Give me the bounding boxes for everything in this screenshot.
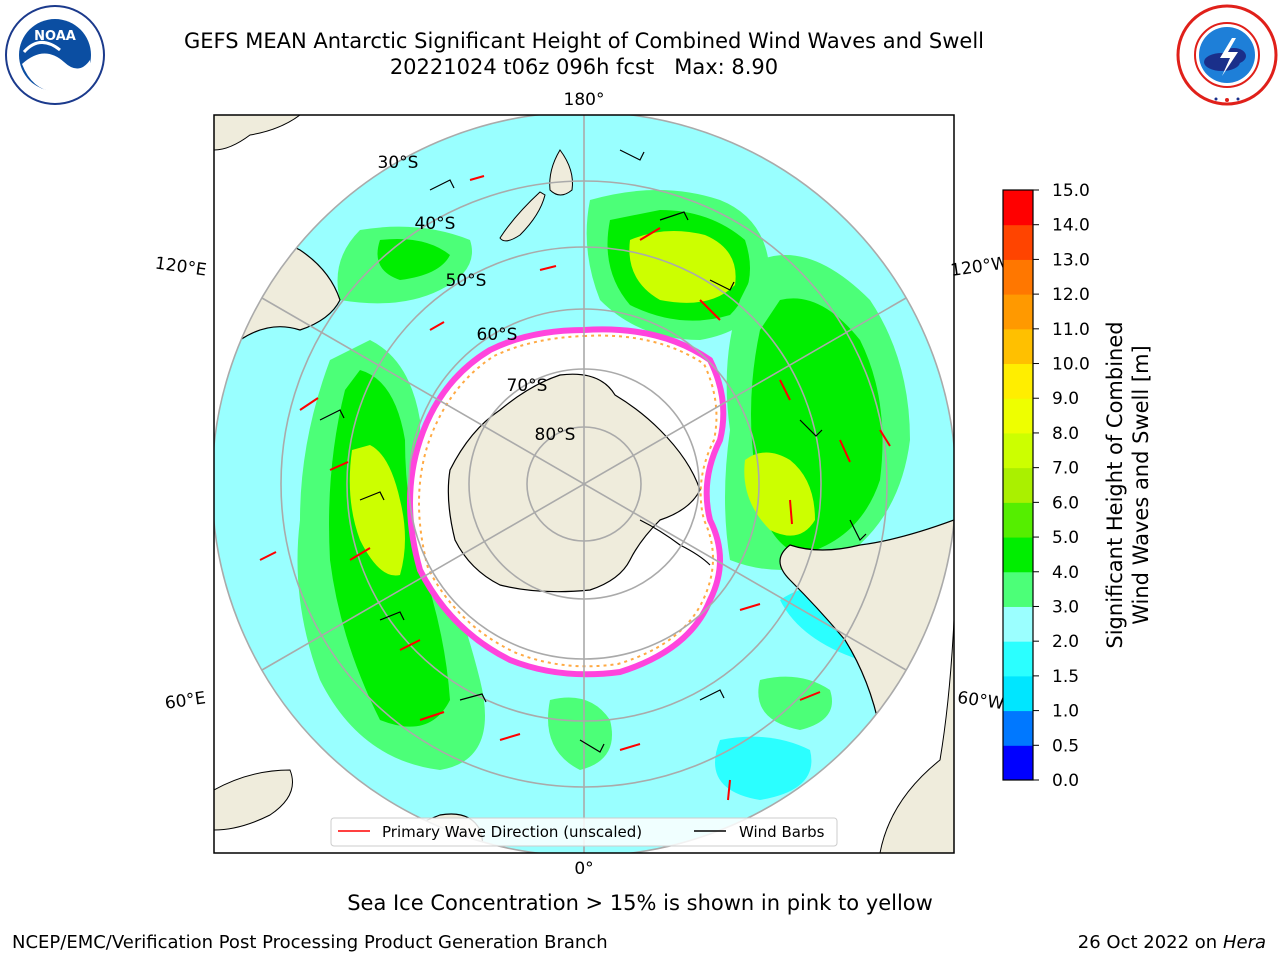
- colorbar-tick-label: 8.0: [1052, 424, 1079, 444]
- footer-date-text: 26 Oct 2022 on: [1077, 932, 1223, 953]
- new-zealand-south: [499, 191, 546, 242]
- colorbar-tick-label: 9.0: [1052, 389, 1079, 409]
- waves-band-indian-core: [377, 239, 450, 280]
- waves-band-south: [548, 697, 612, 770]
- lon-label-120w: 120°W: [949, 253, 1009, 281]
- lat-label-30s: 30°S: [378, 153, 419, 173]
- colorbar-tick-label: 4.0: [1052, 563, 1079, 583]
- noaa-logo: NOAA: [5, 5, 105, 105]
- noaa-logo-text: NOAA: [34, 29, 76, 44]
- lon-label-60e: 60°E: [164, 688, 207, 713]
- lon-label-120e: 120°E: [154, 254, 208, 281]
- colorbar-swatch: [1003, 502, 1033, 538]
- colorbar-swatch: [1003, 190, 1033, 226]
- legend-wind-barbs: Wind Barbs: [739, 823, 825, 841]
- antarctic-peninsula: [639, 519, 711, 566]
- lat-label-70s: 70°S: [507, 376, 548, 396]
- colorbar-tick-label: 6.0: [1052, 493, 1079, 513]
- colorbar-swatch: [1003, 675, 1033, 712]
- colorbar-swatch: [1003, 363, 1033, 399]
- colorbar-frame: [1002, 189, 1034, 781]
- colorbar-tick-label: 13.0: [1052, 250, 1090, 270]
- waves-peak-pacific: [629, 231, 736, 303]
- footer-host: Hera: [1222, 932, 1266, 953]
- waves-band-southeast: [758, 676, 832, 730]
- colorbar-tick-label: 12.0: [1052, 285, 1090, 305]
- lon-label-0: 0°: [574, 859, 593, 879]
- colorbar-tick-label: 10.0: [1052, 355, 1090, 375]
- footer-credit: NCEP/EMC/Verification Post Processing Pr…: [12, 932, 608, 953]
- lat-label-60s: 60°S: [477, 325, 518, 345]
- colorbar-swatch: [1003, 571, 1033, 607]
- colorbar-swatch: [1003, 294, 1033, 330]
- footer-date: 26 Oct 2022 on Hera: [1078, 932, 1266, 953]
- colorbar-tick-label: 14.0: [1052, 216, 1090, 236]
- colorbar-tick-label: 0.5: [1052, 736, 1079, 756]
- colorbar: [1002, 189, 1034, 781]
- title-line-1: GEFS MEAN Antarctic Significant Height o…: [183, 29, 985, 53]
- lon-label-60w: 60°W: [956, 688, 1005, 714]
- legend-wave-direction: Primary Wave Direction (unscaled): [382, 823, 642, 841]
- sea-ice-caption: Sea Ice Concentration > 15% is shown in …: [347, 891, 933, 915]
- corner-land-nw: [214, 115, 301, 151]
- colorbar-swatch: [1003, 328, 1033, 365]
- title-line-2: 20221024 t06z 096h fcst Max: 8.90: [389, 55, 779, 79]
- waves-low-southeast: [715, 736, 812, 800]
- antarctica: [447, 373, 701, 593]
- lat-label-80s: 80°S: [535, 425, 576, 445]
- colorbar-swatch: [1003, 710, 1033, 746]
- lon-label-180: 180°: [564, 90, 605, 110]
- sea-ice-edge: [407, 326, 727, 678]
- colorbar-swatch: [1003, 641, 1033, 677]
- colorbar-tick-label: 3.0: [1052, 597, 1079, 617]
- waves-peak-east-pacific: [744, 452, 815, 536]
- colorbar-swatch: [1003, 467, 1033, 503]
- colorbar-tick-label: 11.0: [1052, 320, 1090, 340]
- map-frame: [213, 114, 955, 854]
- colorbar-tick-label: 1.0: [1052, 702, 1079, 722]
- wave-arrows: [259, 175, 891, 801]
- colorbar-tick-label: 15.0: [1052, 181, 1090, 201]
- colorbar-ticks: 0.0 0.5 1.0 1.5 2.0 3.0 4.0 5.0 6.0 7.0 8.0 9.0 10.0…: [1033, 181, 1090, 791]
- colorbar-swatch: [1003, 745, 1033, 781]
- graticule: [214, 115, 954, 853]
- corner-land-sw: [214, 769, 293, 831]
- colorbar-swatch: [1003, 398, 1033, 434]
- colorbar-tick-label: 0.0: [1052, 771, 1079, 791]
- map-legend: Primary Wave Direction (unscaled) Wind B…: [330, 817, 838, 847]
- colorbar-tick-label: 1.5: [1052, 667, 1079, 687]
- colorbar-tick-label: 2.0: [1052, 632, 1079, 652]
- waves-peak-atlantic: [349, 445, 405, 576]
- colorbar-label-line2: Wind Waves and Swell [m]: [1129, 345, 1153, 625]
- colorbar-tick-label: 7.0: [1052, 459, 1079, 479]
- colorbar-swatch: [1003, 224, 1033, 260]
- colorbar-swatch: [1003, 606, 1033, 642]
- colorbar-swatch: [1003, 259, 1033, 295]
- colorbar-label-line1: Significant Height of Combined: [1103, 321, 1127, 648]
- wind-barbs: [319, 149, 867, 753]
- new-zealand-north: [549, 149, 573, 196]
- colorbar-swatch: [1003, 537, 1033, 573]
- lat-label-40s: 40°S: [415, 214, 456, 234]
- corner-land-se: [879, 619, 954, 853]
- colorbar-swatch: [1003, 432, 1033, 469]
- lat-label-50s: 50°S: [446, 271, 487, 291]
- colorbar-tick-label: 5.0: [1052, 528, 1079, 548]
- nws-logo: [1176, 4, 1278, 106]
